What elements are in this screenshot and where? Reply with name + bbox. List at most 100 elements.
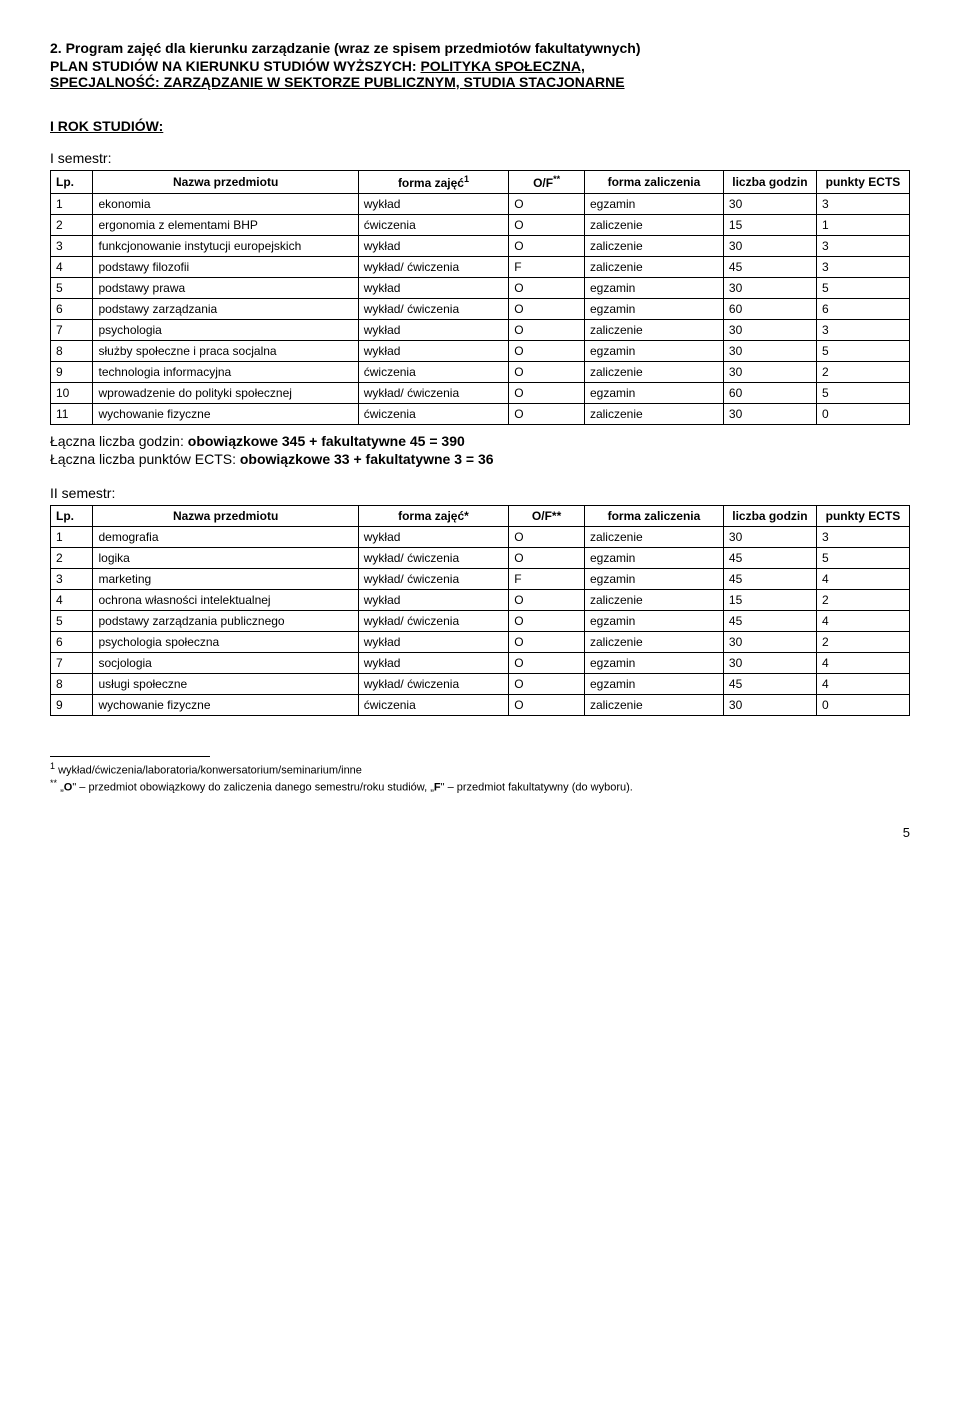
rok-heading: I ROK STUDIÓW:	[50, 118, 910, 134]
cell-forma: ćwiczenia	[358, 362, 508, 383]
cell-name: podstawy zarządzania	[93, 299, 358, 320]
cell-name: funkcjonowanie instytucji europejskich	[93, 236, 358, 257]
cell-zal: zaliczenie	[584, 695, 723, 716]
cell-of: O	[509, 383, 585, 404]
cell-forma: wykład	[358, 236, 508, 257]
cell-forma: wykład/ ćwiczenia	[358, 674, 508, 695]
cell-ects: 4	[816, 674, 909, 695]
cell-name: psychologia	[93, 320, 358, 341]
cell-lp: 7	[51, 320, 93, 341]
cell-zal: zaliczenie	[584, 404, 723, 425]
cell-godz: 30	[723, 320, 816, 341]
cell-zal: egzamin	[584, 341, 723, 362]
cell-lp: 4	[51, 590, 93, 611]
col-of: O/F**	[509, 506, 585, 527]
cell-lp: 6	[51, 632, 93, 653]
col-godz: liczba godzin	[723, 506, 816, 527]
cell-of: O	[509, 362, 585, 383]
table-row: 7psychologiawykładOzaliczenie303	[51, 320, 910, 341]
cell-name: psychologia społeczna	[93, 632, 358, 653]
cell-name: służby społeczne i praca socjalna	[93, 341, 358, 362]
cell-ects: 3	[816, 194, 909, 215]
col-lp: Lp.	[51, 506, 93, 527]
f2-c: " – przedmiot fakultatywny (do wyboru).	[441, 782, 633, 794]
cell-forma: wykład	[358, 194, 508, 215]
cell-name: ergonomia z elementami BHP	[93, 215, 358, 236]
cell-godz: 45	[723, 548, 816, 569]
sem1-heading: I semestr:	[50, 150, 910, 166]
cell-name: socjologia	[93, 653, 358, 674]
sem1-summary-1: Łączna liczba godzin: obowiązkowe 345 + …	[50, 433, 910, 449]
cell-forma: ćwiczenia	[358, 215, 508, 236]
cell-ects: 2	[816, 362, 909, 383]
col-lp: Lp.	[51, 171, 93, 194]
plan-line-2: SPECJALNOŚĆ: ZARZĄDZANIE W SEKTORZE PUBL…	[50, 74, 910, 90]
cell-ects: 1	[816, 215, 909, 236]
cell-ects: 5	[816, 341, 909, 362]
f1-text: wykład/ćwiczenia/laboratoria/konwersator…	[55, 765, 362, 777]
sem2-table: Lp. Nazwa przedmiotu forma zajęć* O/F** …	[50, 505, 910, 716]
cell-ects: 3	[816, 320, 909, 341]
table-row: 9technologia informacyjnaćwiczeniaOzalic…	[51, 362, 910, 383]
cell-of: O	[509, 320, 585, 341]
sum1-bold: obowiązkowe 345 + fakultatywne 45 = 390	[188, 433, 465, 449]
col-ects: punkty ECTS	[816, 506, 909, 527]
cell-zal: egzamin	[584, 194, 723, 215]
col-name: Nazwa przedmiotu	[93, 506, 358, 527]
table-row: 5podstawy zarządzania publicznegowykład/…	[51, 611, 910, 632]
cell-zal: zaliczenie	[584, 590, 723, 611]
cell-godz: 45	[723, 674, 816, 695]
cell-godz: 15	[723, 590, 816, 611]
plan-prefix: PLAN STUDIÓW NA KIERUNKU STUDIÓW WYŻSZYC…	[50, 58, 420, 74]
section-title: 2. Program zajęć dla kierunku zarządzani…	[50, 40, 910, 56]
cell-ects: 5	[816, 278, 909, 299]
cell-forma: wykład/ ćwiczenia	[358, 383, 508, 404]
cell-zal: zaliczenie	[584, 236, 723, 257]
cell-of: O	[509, 194, 585, 215]
table-row: 2ergonomia z elementami BHPćwiczeniaOzal…	[51, 215, 910, 236]
cell-forma: wykład	[358, 320, 508, 341]
cell-name: wychowanie fizyczne	[93, 695, 358, 716]
cell-lp: 11	[51, 404, 93, 425]
cell-ects: 0	[816, 404, 909, 425]
cell-name: wprowadzenie do polityki społecznej	[93, 383, 358, 404]
table-row: 3funkcjonowanie instytucji europejskichw…	[51, 236, 910, 257]
cell-zal: egzamin	[584, 653, 723, 674]
cell-ects: 4	[816, 569, 909, 590]
f2-f: F	[434, 782, 441, 794]
cell-zal: egzamin	[584, 299, 723, 320]
cell-forma: wykład	[358, 527, 508, 548]
cell-godz: 60	[723, 383, 816, 404]
cell-forma: wykład/ ćwiczenia	[358, 299, 508, 320]
table-row: 11wychowanie fizycznećwiczeniaOzaliczeni…	[51, 404, 910, 425]
cell-zal: egzamin	[584, 674, 723, 695]
table-row: 8usługi społecznewykład/ ćwiczeniaOegzam…	[51, 674, 910, 695]
cell-zal: egzamin	[584, 569, 723, 590]
cell-zal: egzamin	[584, 278, 723, 299]
spec-prefix: SPECJALNOŚĆ:	[50, 74, 164, 90]
cell-of: O	[509, 527, 585, 548]
cell-godz: 45	[723, 569, 816, 590]
sum2-pre: Łączna liczba punktów ECTS:	[50, 451, 240, 467]
col-forma-sup: 1	[464, 174, 469, 184]
col-of-sup: **	[553, 174, 560, 184]
table-row: 2logikawykład/ ćwiczeniaOegzamin455	[51, 548, 910, 569]
cell-godz: 30	[723, 653, 816, 674]
cell-lp: 9	[51, 695, 93, 716]
cell-name: podstawy zarządzania publicznego	[93, 611, 358, 632]
table-row: 9wychowanie fizycznećwiczeniaOzaliczenie…	[51, 695, 910, 716]
cell-forma: wykład/ ćwiczenia	[358, 548, 508, 569]
cell-forma: wykład	[358, 632, 508, 653]
col-forma: forma zajęć1	[358, 171, 508, 194]
cell-of: F	[509, 569, 585, 590]
cell-name: demografia	[93, 527, 358, 548]
cell-forma: ćwiczenia	[358, 404, 508, 425]
cell-ects: 0	[816, 695, 909, 716]
table-row: 4podstawy filozofiiwykład/ ćwiczeniaFzal…	[51, 257, 910, 278]
cell-name: podstawy prawa	[93, 278, 358, 299]
cell-ects: 2	[816, 590, 909, 611]
col-ects: punkty ECTS	[816, 171, 909, 194]
col-forma: forma zajęć*	[358, 506, 508, 527]
cell-ects: 5	[816, 383, 909, 404]
f2-a: „	[57, 782, 64, 794]
